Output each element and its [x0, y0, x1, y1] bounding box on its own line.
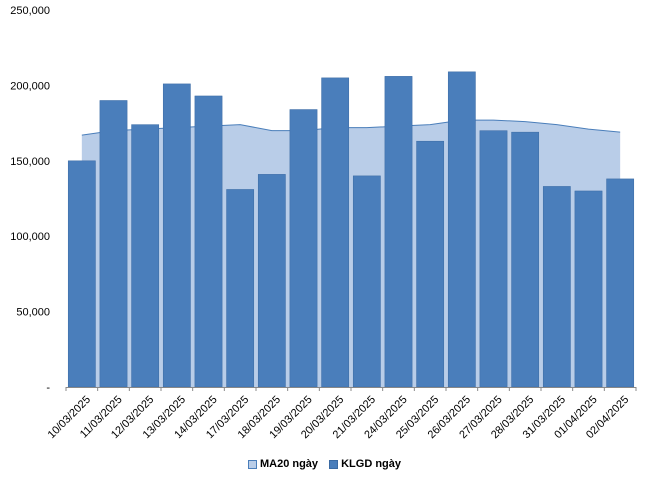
legend-swatch-klgd: [329, 459, 339, 469]
x-tick-labels: 10/03/202511/03/202512/03/202513/03/2025…: [46, 394, 632, 441]
ma20-area-fill: [81, 120, 621, 388]
y-tick-label-4: 200,000: [10, 80, 50, 92]
bar-klgd-12: [447, 71, 476, 388]
bar-klgd-17: [606, 178, 635, 388]
bar-klgd-7: [289, 109, 318, 388]
legend-label-klgd: KLGD ngày: [341, 458, 402, 470]
legend-label-ma20: MA20 ngày: [259, 458, 319, 470]
bar-klgd-3: [162, 83, 191, 388]
bar-klgd-9: [352, 175, 381, 388]
bar-klgd-15: [542, 186, 571, 388]
bar-klgd-1: [99, 100, 128, 388]
bar-klgd-0: [67, 160, 96, 388]
axis-layer: [65, 387, 637, 391]
klgd-bar-layer: [67, 71, 635, 388]
bar-klgd-5: [226, 189, 255, 388]
legend-swatch-ma20: [247, 459, 257, 469]
legend-item-klgd: KLGD ngày: [329, 458, 401, 470]
y-tick-label-5: 250,000: [10, 5, 50, 17]
y-tick-label-0: -: [46, 382, 50, 394]
bar-klgd-16: [574, 190, 603, 388]
ma20-area-layer: [81, 119, 621, 388]
bar-klgd-6: [257, 174, 286, 388]
bar-klgd-14: [511, 131, 540, 388]
legend-item-ma20: MA20 ngày: [247, 458, 319, 470]
bar-klgd-2: [131, 124, 160, 388]
bar-klgd-4: [194, 95, 223, 388]
bar-klgd-11: [416, 140, 445, 388]
y-tick-label-3: 150,000: [10, 156, 50, 168]
bar-klgd-8: [321, 77, 350, 388]
y-tick-label-2: 100,000: [10, 231, 50, 243]
y-tick-label-1: 50,000: [16, 307, 50, 319]
chart-legend: MA20 ngày KLGD ngày: [0, 458, 649, 472]
y-tick-labels: - 50,000 100,000 150,000 200,000 250,000: [10, 5, 50, 394]
bar-klgd-10: [384, 76, 413, 388]
bar-klgd-13: [479, 130, 508, 388]
